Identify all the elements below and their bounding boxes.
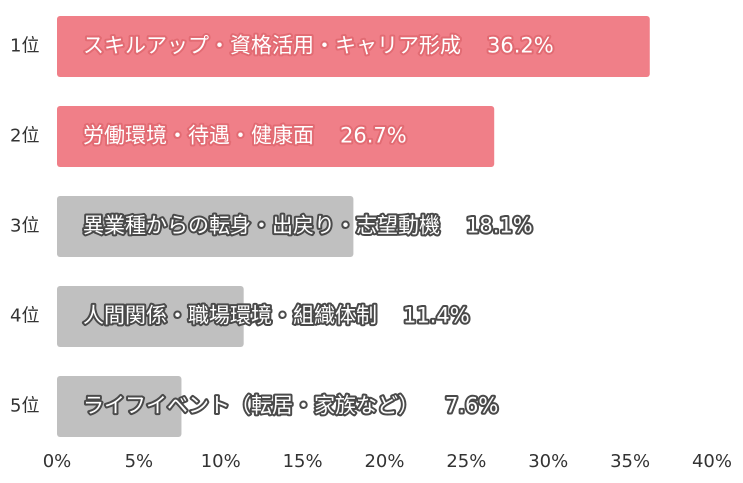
rank-label: 4位 <box>10 306 39 327</box>
x-tick-label: 5% <box>125 451 154 472</box>
bar-label: ライフイベント（転居・家族など） 7.6% <box>83 394 498 418</box>
bar-category-text: ライフイベント（転居・家族など） <box>83 394 419 418</box>
bar <box>57 196 354 257</box>
bar-label: スキルアップ・資格活用・キャリア形成 36.2% <box>83 34 554 58</box>
x-tick-label: 0% <box>43 451 72 472</box>
bar-value-label: 18.1% <box>466 214 533 238</box>
bar <box>57 16 650 77</box>
x-tick-label: 10% <box>201 451 241 472</box>
bar <box>57 286 244 347</box>
bar-value-label: 11.4% <box>403 304 470 328</box>
bar-category-text: 人間関係・職場環境・組織体制 <box>83 304 377 328</box>
rank-label: 1位 <box>10 36 39 57</box>
x-tick-label: 15% <box>283 451 323 472</box>
bar-category-text: スキルアップ・資格活用・キャリア形成 <box>83 34 461 58</box>
bar-value-label: 7.6% <box>445 394 498 418</box>
x-tick-label: 35% <box>610 451 650 472</box>
rank-label: 5位 <box>10 396 39 417</box>
rank-label: 3位 <box>10 216 39 237</box>
bar-value-label: 36.2% <box>487 34 554 58</box>
x-tick-label: 20% <box>364 451 404 472</box>
bar-category-text: 労働環境・待遇・健康面 <box>83 124 314 148</box>
x-tick-label: 40% <box>692 451 732 472</box>
rank-label: 2位 <box>10 126 39 147</box>
bar-label: 異業種からの転身・出戻り・志望動機 18.1% <box>83 214 533 238</box>
x-tick-label: 25% <box>446 451 486 472</box>
bar-label: 労働環境・待遇・健康面 26.7% <box>83 124 407 148</box>
bar <box>57 106 495 167</box>
bar-category-text: 異業種からの転身・出戻り・志望動機 <box>83 214 440 238</box>
x-tick-label: 30% <box>528 451 568 472</box>
bar-value-label: 26.7% <box>340 124 407 148</box>
bar-label: 人間関係・職場環境・組織体制 11.4% <box>83 304 470 328</box>
bar <box>57 376 182 437</box>
